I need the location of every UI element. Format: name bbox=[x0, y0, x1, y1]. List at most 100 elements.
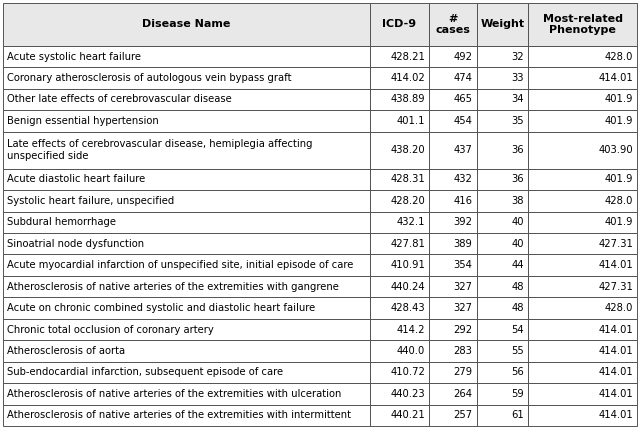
Bar bbox=[3, 110, 369, 132]
Bar bbox=[477, 319, 528, 340]
Text: 492: 492 bbox=[454, 51, 472, 62]
Text: 454: 454 bbox=[454, 116, 472, 126]
Bar bbox=[528, 169, 637, 190]
Bar bbox=[528, 211, 637, 233]
Bar bbox=[528, 46, 637, 67]
Bar bbox=[3, 276, 369, 297]
Text: 438.89: 438.89 bbox=[390, 94, 425, 105]
Bar bbox=[477, 276, 528, 297]
Text: Benign essential hypertension: Benign essential hypertension bbox=[7, 116, 159, 126]
Text: 474: 474 bbox=[454, 73, 472, 83]
Text: 414.01: 414.01 bbox=[598, 324, 633, 335]
Text: 428.21: 428.21 bbox=[390, 51, 425, 62]
Text: 56: 56 bbox=[511, 367, 524, 378]
Bar bbox=[369, 297, 429, 319]
Bar bbox=[528, 297, 637, 319]
Text: 354: 354 bbox=[454, 260, 472, 270]
Text: Atherosclerosis of native arteries of the extremities with ulceration: Atherosclerosis of native arteries of th… bbox=[7, 389, 341, 399]
Bar bbox=[429, 362, 477, 383]
Bar bbox=[3, 254, 369, 276]
Bar bbox=[3, 132, 369, 169]
Text: 283: 283 bbox=[454, 346, 472, 356]
Text: Acute myocardial infarction of unspecified site, initial episode of care: Acute myocardial infarction of unspecifi… bbox=[7, 260, 353, 270]
Bar bbox=[369, 383, 429, 405]
Text: 410.91: 410.91 bbox=[390, 260, 425, 270]
Bar bbox=[369, 340, 429, 362]
Text: 33: 33 bbox=[511, 73, 524, 83]
Bar bbox=[3, 340, 369, 362]
Text: 36: 36 bbox=[511, 175, 524, 184]
Text: 428.20: 428.20 bbox=[390, 196, 425, 206]
Bar bbox=[477, 110, 528, 132]
Text: 414.01: 414.01 bbox=[598, 73, 633, 83]
Bar bbox=[3, 169, 369, 190]
Text: 54: 54 bbox=[511, 324, 524, 335]
Bar bbox=[429, 405, 477, 426]
Text: 401.9: 401.9 bbox=[605, 218, 633, 227]
Bar bbox=[369, 319, 429, 340]
Text: 428.0: 428.0 bbox=[605, 51, 633, 62]
Bar bbox=[477, 67, 528, 89]
Text: 34: 34 bbox=[511, 94, 524, 105]
Bar bbox=[528, 67, 637, 89]
Bar bbox=[3, 89, 369, 110]
Text: 35: 35 bbox=[511, 116, 524, 126]
Bar bbox=[528, 297, 637, 319]
Bar bbox=[3, 190, 369, 211]
Text: 427.81: 427.81 bbox=[390, 239, 425, 249]
Bar bbox=[477, 297, 528, 319]
Text: Atherosclerosis of native arteries of the extremities with gangrene: Atherosclerosis of native arteries of th… bbox=[7, 281, 339, 292]
Bar bbox=[369, 110, 429, 132]
Text: 264: 264 bbox=[454, 389, 472, 399]
Bar bbox=[369, 169, 429, 190]
Bar bbox=[429, 362, 477, 383]
Bar bbox=[477, 405, 528, 426]
Text: 327: 327 bbox=[454, 281, 472, 292]
Text: Most-related
Phenotype: Most-related Phenotype bbox=[543, 14, 623, 35]
Bar bbox=[477, 3, 528, 46]
Text: Sinoatrial node dysfunction: Sinoatrial node dysfunction bbox=[7, 239, 144, 249]
Bar bbox=[3, 362, 369, 383]
Bar bbox=[429, 233, 477, 254]
Text: 40: 40 bbox=[511, 218, 524, 227]
Bar bbox=[369, 3, 429, 46]
Text: 48: 48 bbox=[511, 303, 524, 313]
Text: 401.9: 401.9 bbox=[605, 116, 633, 126]
Bar bbox=[528, 276, 637, 297]
Text: 440.23: 440.23 bbox=[390, 389, 425, 399]
Bar bbox=[528, 46, 637, 67]
Text: Acute on chronic combined systolic and diastolic heart failure: Acute on chronic combined systolic and d… bbox=[7, 303, 316, 313]
Bar bbox=[3, 190, 369, 211]
Bar bbox=[429, 276, 477, 297]
Bar bbox=[477, 89, 528, 110]
Text: 414.01: 414.01 bbox=[598, 389, 633, 399]
Bar bbox=[3, 132, 369, 169]
Bar bbox=[477, 67, 528, 89]
Bar bbox=[3, 169, 369, 190]
Text: 428.43: 428.43 bbox=[390, 303, 425, 313]
Text: Subdural hemorrhage: Subdural hemorrhage bbox=[7, 218, 116, 227]
Bar bbox=[3, 233, 369, 254]
Text: 61: 61 bbox=[511, 410, 524, 420]
Bar bbox=[429, 110, 477, 132]
Text: 437: 437 bbox=[454, 145, 472, 155]
Text: Systolic heart failure, unspecified: Systolic heart failure, unspecified bbox=[7, 196, 174, 206]
Text: 465: 465 bbox=[454, 94, 472, 105]
Bar bbox=[477, 89, 528, 110]
Bar bbox=[528, 190, 637, 211]
Bar bbox=[369, 67, 429, 89]
Bar bbox=[369, 383, 429, 405]
Bar bbox=[429, 254, 477, 276]
Text: 40: 40 bbox=[511, 239, 524, 249]
Bar bbox=[477, 405, 528, 426]
Text: Atherosclerosis of aorta: Atherosclerosis of aorta bbox=[7, 346, 125, 356]
Bar bbox=[528, 169, 637, 190]
Text: 401.9: 401.9 bbox=[605, 94, 633, 105]
Bar bbox=[477, 254, 528, 276]
Bar bbox=[477, 190, 528, 211]
Text: ICD-9: ICD-9 bbox=[382, 19, 416, 30]
Bar bbox=[477, 169, 528, 190]
Bar bbox=[477, 46, 528, 67]
Bar bbox=[477, 211, 528, 233]
Bar bbox=[429, 3, 477, 46]
